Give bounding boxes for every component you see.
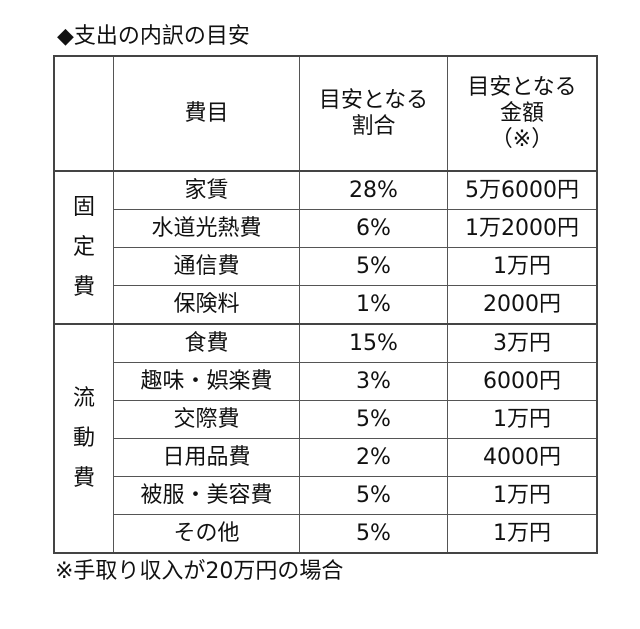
table-row: 被服・美容費 5% 1万円	[54, 476, 598, 515]
amount-cell: 3万円	[447, 323, 598, 363]
group-label-char: 定	[72, 234, 95, 260]
table-row: 通信費 5% 1万円	[54, 247, 598, 286]
header-group-cell	[53, 55, 114, 172]
table-row: 固定費家賃 28% 5万6000円	[53, 170, 598, 325]
group-label-char: 固	[72, 194, 95, 220]
ratio-cell: 5%	[299, 247, 448, 286]
item-cell: 趣味・娯楽費	[113, 362, 300, 401]
ratio-cell: 28%	[299, 170, 448, 210]
ratio-cell: 5%	[299, 476, 448, 515]
ratio-cell: 5%	[299, 400, 448, 439]
header-amount: 目安となる 金額 （※）	[447, 55, 598, 172]
item-cell: 交際費	[113, 400, 300, 439]
ratio-cell: 6%	[299, 209, 448, 248]
group-label-char: 費	[72, 465, 95, 491]
table-row: 日用品費 2% 4000円	[54, 438, 598, 477]
item-cell: 水道光熱費	[113, 209, 300, 248]
header-amount-line: （※）	[490, 126, 554, 152]
item-cell: 家賃	[113, 170, 300, 210]
group-label-char: 動	[72, 425, 95, 451]
item-cell: 被服・美容費	[113, 476, 300, 515]
item-cell: その他	[113, 514, 300, 554]
ratio-cell: 5%	[299, 514, 448, 554]
table-row: 流動費食費 15% 3万円	[53, 323, 598, 554]
expense-breakdown-table: 費目 目安となる 割合 目安となる 金額 （※） 固定費家賃 28% 5万6000円…	[53, 55, 598, 554]
item-cell: 日用品費	[113, 438, 300, 477]
header-ratio-line: 目安となる	[318, 87, 429, 113]
amount-cell: 1万円	[447, 400, 598, 439]
header-amount-line: 目安となる	[467, 74, 577, 100]
footnote: ※手取り収入が20万円の場合	[55, 559, 344, 584]
amount-cell: 6000円	[447, 362, 598, 401]
amount-cell: 1万円	[447, 476, 598, 515]
ratio-cell: 2%	[299, 438, 448, 477]
amount-cell: 2000円	[447, 285, 598, 325]
ratio-cell: 3%	[299, 362, 448, 401]
item-cell: 食費	[113, 323, 300, 363]
group-label: 流動費	[53, 323, 114, 554]
amount-cell: 5万6000円	[447, 170, 598, 210]
page-title: ◆支出の内訳の目安	[57, 24, 250, 49]
table-row: 趣味・娯楽費 3% 6000円	[54, 362, 598, 401]
ratio-cell: 15%	[299, 323, 448, 363]
item-cell: 通信費	[113, 247, 300, 286]
table-row: 交際費 5% 1万円	[54, 400, 598, 439]
table-row: 水道光熱費 6% 1万2000円	[54, 209, 598, 248]
group-label: 固定費	[53, 170, 114, 325]
table-header-row: 費目 目安となる 割合 目安となる 金額 （※）	[53, 55, 598, 172]
group-label-char: 流	[72, 385, 95, 411]
header-ratio-line: 割合	[351, 113, 396, 139]
header-ratio: 目安となる 割合	[299, 55, 448, 172]
item-cell: 保険料	[113, 285, 300, 325]
amount-cell: 1万円	[447, 514, 598, 554]
table-row: 保険料 1% 2000円	[54, 285, 598, 325]
header-amount-line: 金額	[499, 100, 544, 126]
ratio-cell: 1%	[299, 285, 448, 325]
amount-cell: 1万円	[447, 247, 598, 286]
table-row: その他 5% 1万円	[54, 514, 598, 554]
amount-cell: 1万2000円	[447, 209, 598, 248]
amount-cell: 4000円	[447, 438, 598, 477]
header-item: 費目	[113, 55, 300, 172]
group-label-char: 費	[72, 274, 95, 300]
